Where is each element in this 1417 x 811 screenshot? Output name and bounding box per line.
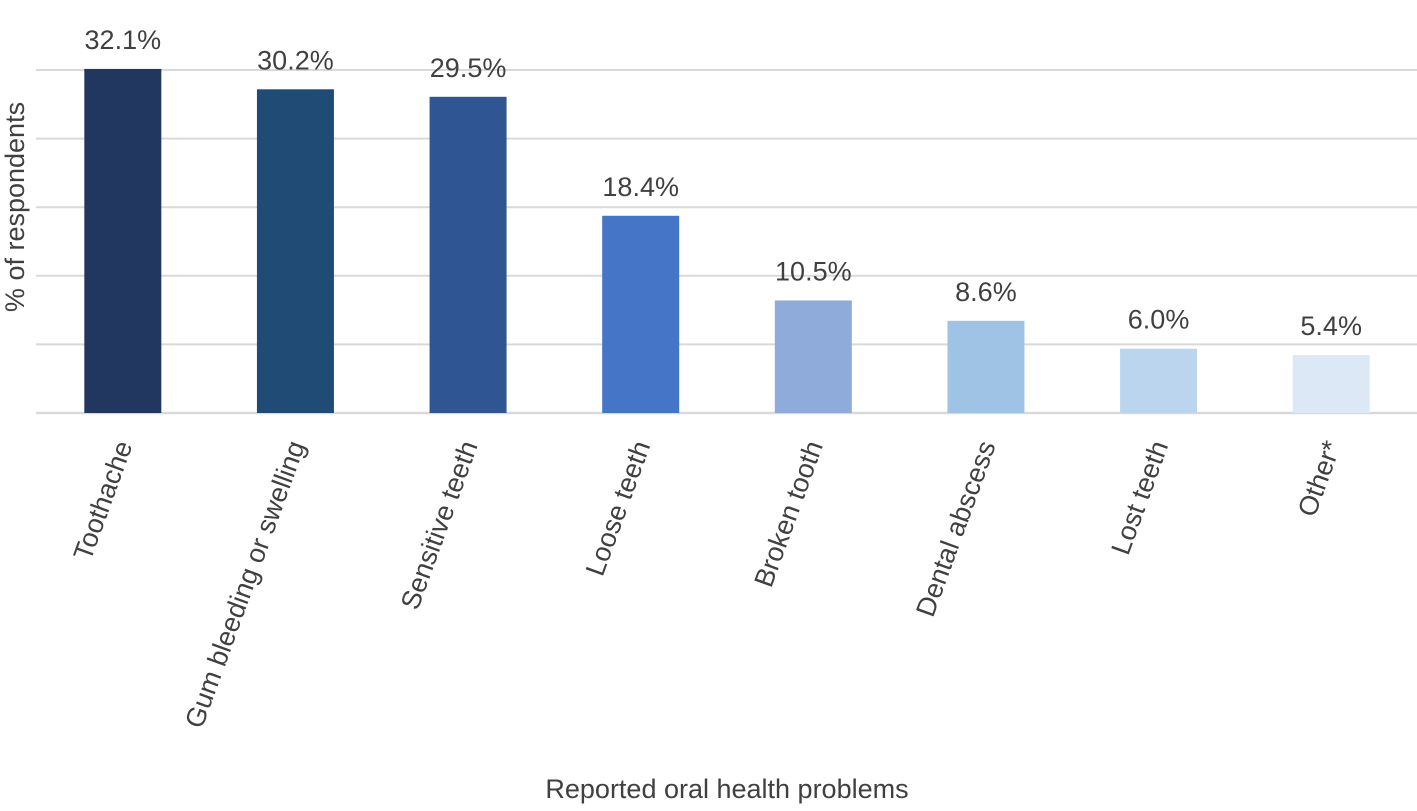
- bar: [256, 89, 334, 413]
- data-labels: 32.1% 30.2% 29.5% 18.4% 10.5% 8.6% 6.0% 5.4%: [85, 25, 1362, 341]
- bar: [84, 68, 162, 413]
- bar: [602, 215, 680, 413]
- data-label: 5.4%: [1300, 311, 1362, 341]
- data-label: 30.2%: [257, 45, 334, 75]
- x-axis-title: Reported oral health problems: [545, 774, 908, 804]
- data-label: 8.6%: [955, 277, 1017, 307]
- bar: [774, 300, 852, 413]
- x-tick-label: Broken tooth: [748, 437, 829, 591]
- bar: [1292, 355, 1370, 413]
- data-label: 29.5%: [430, 53, 507, 83]
- x-tick-label: Loose teeth: [580, 437, 656, 580]
- x-tick-label: Toothache: [68, 437, 139, 564]
- x-tick-labels: Toothache Gum bleeding or swelling Sensiti…: [68, 436, 1347, 732]
- x-tick-label: Gum bleeding or swelling: [179, 437, 311, 732]
- data-label: 18.4%: [602, 172, 679, 202]
- x-tick-label: Dental abscess: [910, 437, 1001, 621]
- x-tick-label: Other*: [1292, 436, 1347, 520]
- data-label: 32.1%: [85, 25, 162, 55]
- bars: [84, 68, 1370, 413]
- data-label: 6.0%: [1128, 305, 1190, 335]
- bar: [1120, 348, 1198, 413]
- y-axis-title: % of respondents: [0, 102, 30, 312]
- x-tick-label: Lost teeth: [1105, 437, 1174, 559]
- bar: [947, 320, 1025, 413]
- bar: [429, 96, 507, 413]
- gridlines: [36, 69, 1417, 415]
- data-label: 10.5%: [775, 256, 852, 286]
- x-tick-label: Sensitive teeth: [395, 437, 484, 614]
